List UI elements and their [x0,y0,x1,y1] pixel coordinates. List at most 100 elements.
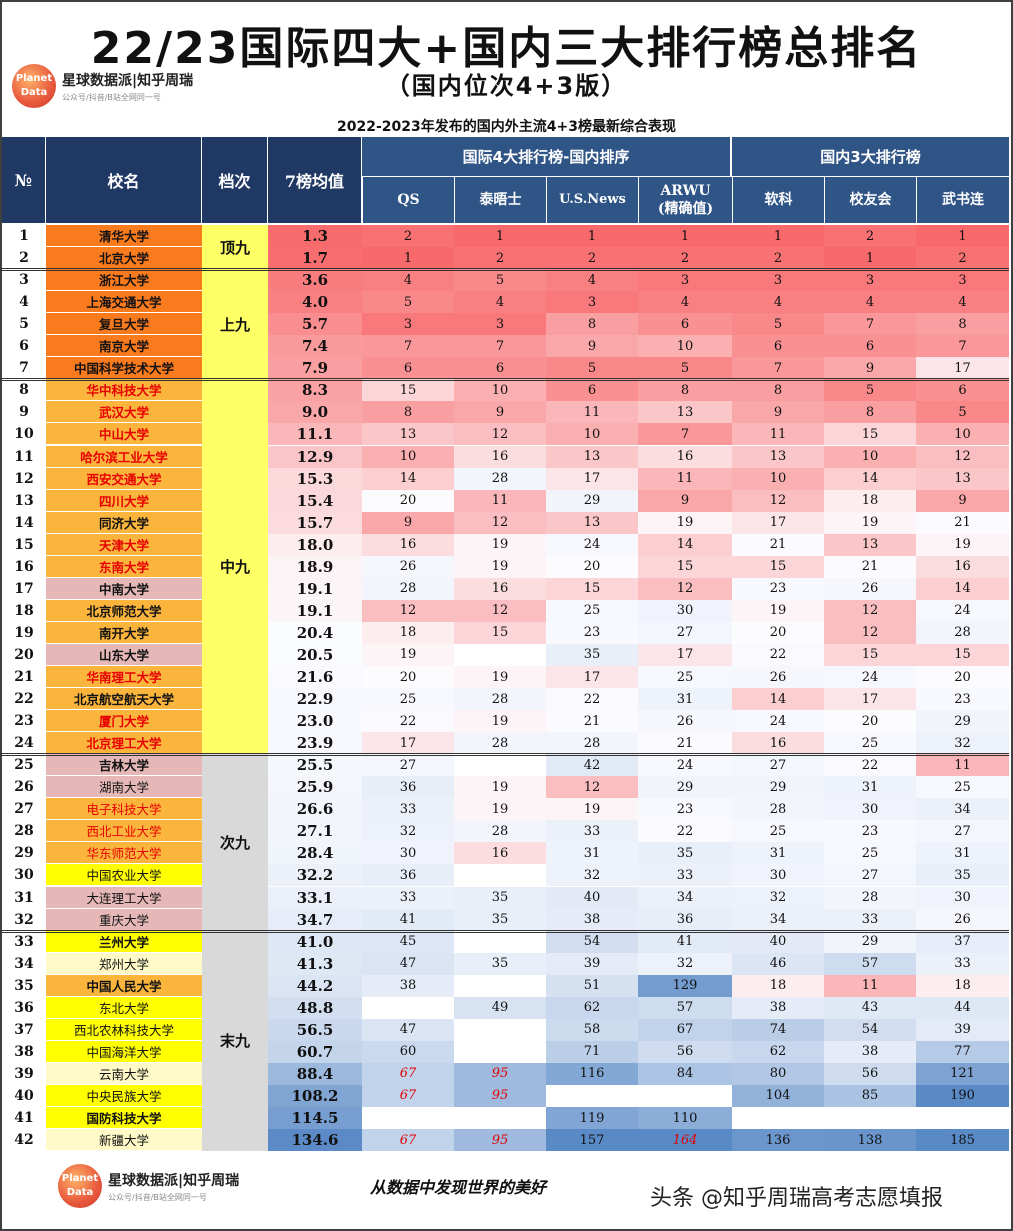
avg-rank-value: 18.0 [268,533,362,556]
rank-the-value: 95 [454,1084,546,1107]
row-number: 37 [14,1021,34,1038]
rank-qs-value: 41 [362,908,454,931]
rank-xyh-value: 31 [824,776,916,799]
rank-arwu-value: 9 [638,489,732,512]
rank-xyh-value: 138 [824,1129,916,1152]
tier-divider [0,753,1009,757]
rank-xyh-value: 6 [824,335,916,358]
rank-wsl-value: 44 [916,996,1009,1019]
school-name: 华中科技大学 [46,379,202,402]
school-name: 上海交通大学 [46,291,202,314]
rank-rk-value: 14 [732,688,824,711]
rank-wsl-value: 2 [916,247,1009,270]
rank-xyh-value: 25 [824,842,916,865]
rank-wsl-value: 4 [916,291,1009,314]
rank-qs-value: 47 [362,952,454,975]
rank-xyh-value: 8 [824,401,916,424]
rank-the-value: 9 [454,401,546,424]
col-group-domestic: 国内3大排行榜 [732,137,1009,176]
rank-the-value: 49 [454,996,546,1019]
rank-wsl-value: 37 [916,930,1009,953]
school-name: 国防科技大学 [46,1107,202,1130]
school-name: 厦门大学 [46,710,202,733]
planet-data-logo-icon: Planet Data [12,64,56,108]
rank-the-value [454,864,546,887]
avg-rank-value: 88.4 [268,1062,362,1085]
rank-the-value: 19 [454,666,546,689]
school-name: 山东大学 [46,643,202,666]
rank-arwu-value: 32 [638,952,732,975]
row-number: 3 [19,272,29,289]
school-name: 云南大学 [46,1062,202,1085]
rank-qs-value: 8 [362,401,454,424]
rank-qs-value: 16 [362,533,454,556]
rank-usn-value: 5 [546,357,638,380]
rank-rk-value: 6 [732,335,824,358]
rank-rk-value: 17 [732,511,824,534]
rank-usn-value: 24 [546,533,638,556]
school-name: 南京大学 [46,335,202,358]
rank-rk-value: 30 [732,864,824,887]
page-subtitle: （国内位次4+3版） [385,72,628,100]
rank-wsl-value: 30 [916,886,1009,909]
rank-wsl-value: 121 [916,1062,1009,1085]
rank-xyh-value: 56 [824,1062,916,1085]
rank-wsl-value: 27 [916,820,1009,843]
school-name: 中国科学技术大学 [46,357,202,380]
rank-the-value: 3 [454,313,546,336]
rank-qs-value: 1 [362,247,454,270]
rank-arwu-value: 110 [638,1107,732,1130]
school-name: 天津大学 [46,533,202,556]
rank-rk-value: 16 [732,732,824,755]
rank-wsl-value: 77 [916,1040,1009,1063]
rank-the-value: 1 [454,225,546,248]
rank-xyh-value: 21 [824,555,916,578]
school-name: 华东师范大学 [46,842,202,865]
avg-rank-value: 1.3 [268,225,362,248]
avg-rank-value: 26.6 [268,798,362,821]
rank-xyh-value: 57 [824,952,916,975]
rank-xyh-value: 22 [824,754,916,777]
rank-the-value [454,1107,546,1130]
rank-arwu-value: 6 [638,313,732,336]
avg-rank-value: 7.4 [268,335,362,358]
rank-the-value: 35 [454,886,546,909]
tier-label: 顶九 [202,225,268,270]
rank-usn-value: 3 [546,291,638,314]
row-number: 11 [14,448,34,465]
row-number: 28 [14,823,34,840]
avg-rank-value: 22.9 [268,688,362,711]
footer-slogan: 从数据中发现世界的美好 [370,1178,547,1197]
rank-wsl-value: 10 [916,423,1009,446]
school-name: 东南大学 [46,555,202,578]
avg-rank-value: 41.3 [268,952,362,975]
rank-rk-value: 40 [732,930,824,953]
rank-arwu-value: 19 [638,511,732,534]
tier-divider [0,268,1009,272]
rank-qs-value: 2 [362,225,454,248]
school-name: 大连理工大学 [46,886,202,909]
rank-xyh-value: 12 [824,621,916,644]
rank-usn-value: 33 [546,820,638,843]
rank-usn-value: 19 [546,798,638,821]
rank-xyh-value: 25 [824,732,916,755]
rank-qs-value: 15 [362,379,454,402]
school-name: 中南大学 [46,577,202,600]
rank-usn-value: 13 [546,511,638,534]
rank-usn-value [546,1084,638,1107]
row-number: 19 [14,624,34,641]
row-number: 23 [14,713,34,730]
row-number: 29 [14,845,34,862]
rank-the-value: 95 [454,1062,546,1085]
row-number: 26 [14,779,34,796]
rank-arwu-value: 5 [638,357,732,380]
rank-xyh-value: 3 [824,269,916,292]
avg-rank-value: 23.0 [268,710,362,733]
rank-arwu-value: 8 [638,379,732,402]
rank-the-value [454,930,546,953]
school-name: 浙江大学 [46,269,202,292]
rank-arwu-value: 31 [638,688,732,711]
planet-data-logo-icon: Planet Data [58,1164,102,1208]
rank-usn-value: 4 [546,269,638,292]
rank-xyh-value: 1 [824,247,916,270]
